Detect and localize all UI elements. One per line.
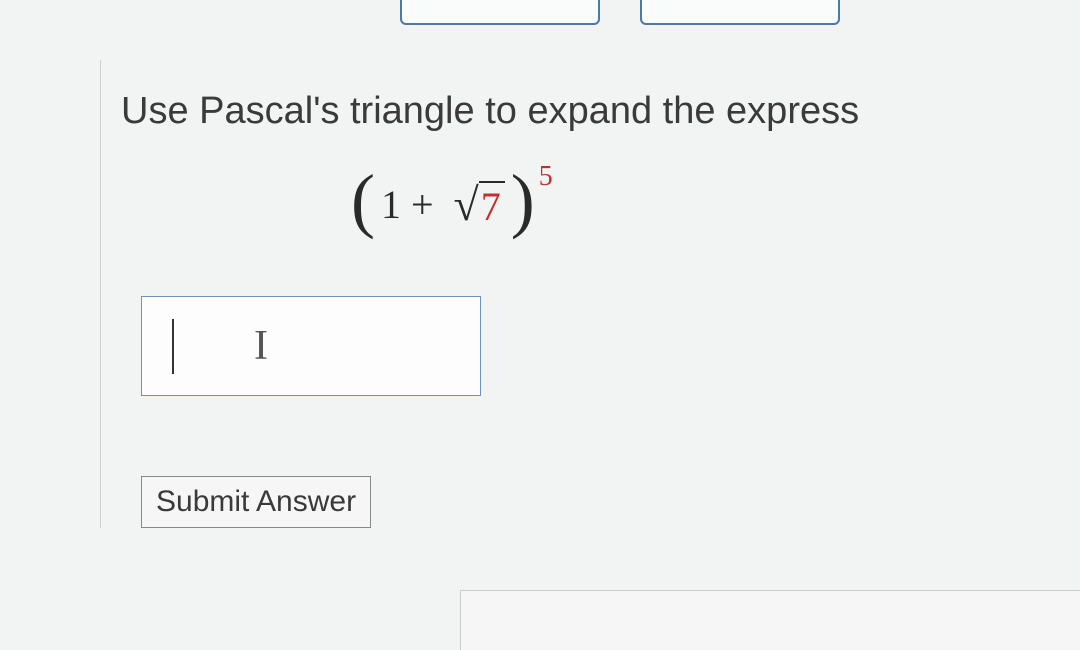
term-one: 1 (381, 181, 401, 228)
ibeam-icon: I (254, 322, 268, 370)
plus-operator: + (401, 181, 444, 228)
sqrt-term: √ 7 (454, 178, 505, 231)
exponent: 5 (539, 161, 553, 193)
text-cursor-icon (172, 319, 174, 374)
submit-answer-button[interactable]: Submit Answer (141, 476, 371, 528)
top-button-row (400, 0, 840, 25)
question-prompt: Use Pascal's triangle to expand the expr… (121, 90, 1080, 133)
top-button-1[interactable] (400, 0, 600, 25)
math-expression: ( 1 + √ 7 ) 5 (351, 163, 1080, 246)
expression-inner: 1 + √ 7 (375, 178, 511, 231)
question-panel: Use Pascal's triangle to expand the expr… (100, 60, 1080, 528)
close-paren: ) (511, 159, 535, 242)
radical-icon: √ (454, 178, 479, 231)
bottom-panel (460, 590, 1080, 650)
top-button-2[interactable] (640, 0, 840, 25)
open-paren: ( (351, 159, 375, 242)
radicand: 7 (479, 181, 505, 230)
answer-input[interactable]: I (141, 296, 481, 396)
